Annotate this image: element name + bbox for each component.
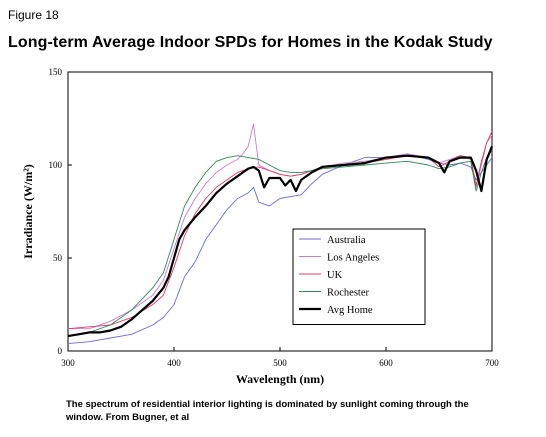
- x-tick-label: 700: [485, 358, 499, 368]
- series-line-avg-home: [67, 145, 494, 338]
- legend-label: Avg Home: [327, 305, 373, 316]
- legend-label: Australia: [327, 235, 366, 246]
- legend: Australia Los Angeles UK Rochester Avg Home: [292, 228, 426, 325]
- figure-caption: The spectrum of residential interior lig…: [66, 399, 469, 423]
- legend-label: Los Angeles: [327, 253, 379, 264]
- series-line-australia: [67, 153, 493, 345]
- y-axis-label: Irradiance (W/m²): [21, 164, 35, 259]
- series-line-uk: [67, 131, 493, 330]
- legend-label: Rochester: [327, 288, 369, 299]
- figure-label: Figure 18: [8, 8, 59, 22]
- y-tick-label: 100: [49, 160, 63, 170]
- legend-label: UK: [327, 270, 343, 281]
- chart-title: Long-term Average Indoor SPDs for Homes …: [8, 34, 493, 51]
- series-line-rochester: [67, 149, 493, 337]
- x-tick-label: 600: [379, 358, 393, 368]
- y-tick-label: 150: [49, 67, 63, 77]
- series-line-los-angeles: [68, 123, 493, 330]
- x-tick-label: 500: [273, 358, 287, 368]
- x-tick-label: 400: [167, 358, 181, 368]
- legend-box: [292, 228, 426, 325]
- plot-frame: [67, 71, 493, 352]
- x-tick-label: 300: [61, 358, 75, 368]
- y-tick-label: 0: [58, 346, 63, 356]
- y-tick-label: 50: [53, 253, 63, 263]
- x-axis-label: Wavelength (nm): [236, 372, 324, 386]
